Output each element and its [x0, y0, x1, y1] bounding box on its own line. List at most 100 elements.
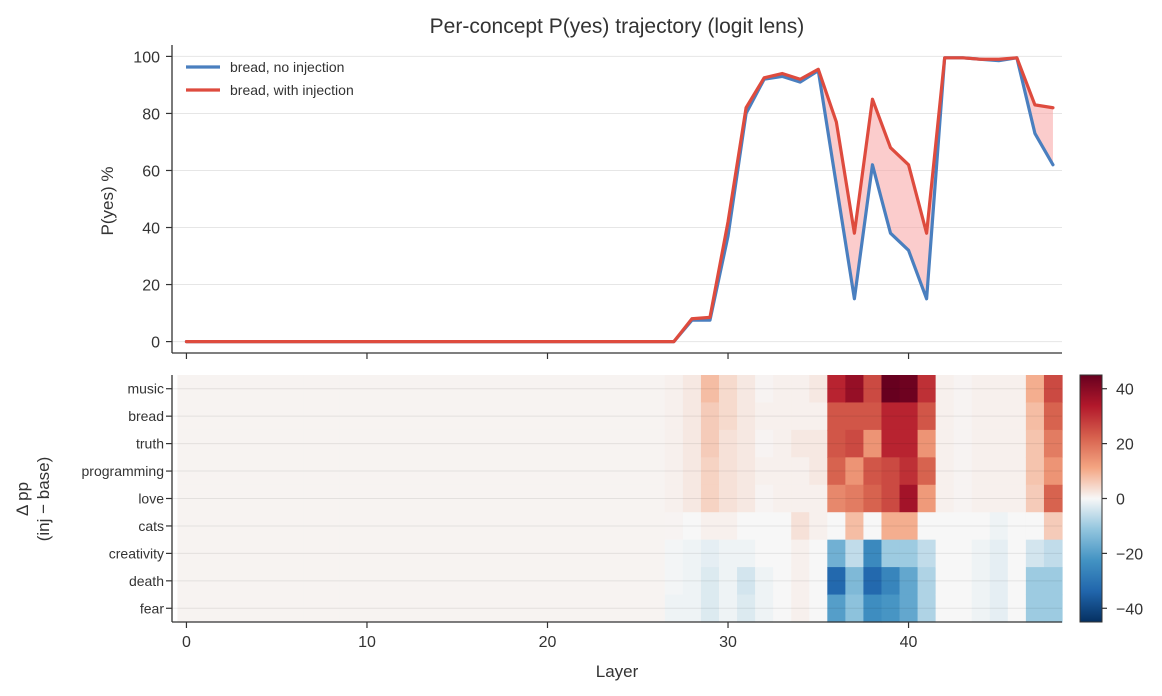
heatmap-x-tick-label: 40: [900, 634, 918, 651]
colorbar-tick-label: −40: [1116, 601, 1143, 618]
heatmap-cell: [520, 429, 540, 458]
heatmap-cell: [628, 429, 648, 458]
heatmap-cell: [556, 375, 576, 404]
colorbar: [1079, 374, 1103, 623]
heatmap-cell: [484, 484, 503, 513]
heatmap-cell: [177, 567, 197, 596]
heatmap-cell: [556, 484, 576, 513]
heatmap-cell: [845, 375, 865, 404]
heatmap-cell: [339, 567, 359, 596]
heatmap-cell: [592, 375, 612, 404]
heatmap-cell: [755, 594, 774, 623]
heatmap-cell: [249, 594, 269, 623]
heatmap-cell: [448, 457, 467, 486]
heatmap-cell: [935, 512, 955, 541]
heatmap-cell: [971, 457, 991, 486]
heatmap-cell: [610, 484, 630, 513]
heatmap-cell: [1043, 594, 1063, 623]
heatmap-cell: [755, 429, 774, 458]
heatmap-cell: [357, 484, 377, 513]
heatmap-cell: [394, 512, 413, 541]
heatmap-cell: [664, 429, 684, 458]
heatmap-cell: [664, 512, 684, 541]
heatmap-cell: [845, 457, 865, 486]
heatmap-cell: [177, 539, 197, 568]
heatmap-cell: [466, 512, 485, 541]
heatmap-cell: [628, 594, 648, 623]
heatmap-cell: [809, 484, 828, 513]
heatmap-cell: [719, 375, 738, 404]
heatmap-cell: [448, 484, 467, 513]
heatmap-cell: [935, 402, 955, 431]
heatmap-cell: [538, 512, 558, 541]
heatmap-cell: [971, 484, 991, 513]
heatmap-cell: [628, 375, 648, 404]
heatmap-cell: [538, 567, 558, 596]
heatmap-cell: [466, 594, 485, 623]
heatmap-cell: [502, 539, 522, 568]
heatmap-cell: [881, 512, 901, 541]
heatmap-cell: [1043, 484, 1063, 513]
heatmap-cell: [502, 429, 522, 458]
heatmap-cell: [357, 539, 377, 568]
heatmap-cell: [1025, 402, 1045, 431]
heatmap-cell: [989, 457, 1009, 486]
heatmap-cell: [177, 484, 197, 513]
heatmap-cell: [376, 539, 395, 568]
heatmap-cell: [719, 457, 738, 486]
heatmap-cell: [249, 512, 269, 541]
heatmap-cell: [1043, 402, 1063, 431]
heatmap-cell: [773, 429, 792, 458]
heatmap-cell: [592, 539, 612, 568]
heatmap-cell: [339, 512, 359, 541]
heatmap-cell: [899, 567, 919, 596]
heatmap-row-label: bread: [128, 408, 164, 424]
heatmap-y-axis-title-line1: Δ pp: [13, 482, 32, 516]
heatmap-cell: [719, 539, 738, 568]
heatmap-cell: [339, 457, 359, 486]
heatmap-row-label: love: [138, 491, 164, 507]
heatmap-cell: [755, 539, 774, 568]
heatmap-cell: [1007, 402, 1027, 431]
heatmap-cell: [376, 484, 395, 513]
top-gridlines: [172, 55, 1062, 343]
heatmap-cell: [502, 457, 522, 486]
heatmap-cell: [538, 402, 558, 431]
heatmap-row-label: music: [127, 381, 164, 397]
heatmap-cell: [1025, 539, 1045, 568]
heatmap-cell: [177, 512, 197, 541]
heatmap-cell: [321, 512, 341, 541]
heatmap-cell: [231, 429, 251, 458]
heatmap-cell: [737, 484, 756, 513]
heatmap-cell: [466, 375, 485, 404]
heatmap-cell: [719, 512, 738, 541]
heatmap-cell: [971, 429, 991, 458]
heatmap-cell: [448, 567, 467, 596]
heatmap-cell: [267, 457, 287, 486]
heatmap-cell: [700, 484, 720, 513]
heatmap-cell: [502, 375, 522, 404]
heatmap-cell: [520, 402, 540, 431]
top-y-tick-label: 0: [151, 335, 160, 352]
heatmap-cell: [538, 429, 558, 458]
heatmap-cell: [556, 512, 576, 541]
heatmap-cell: [899, 484, 919, 513]
heatmap-cell: [592, 484, 612, 513]
heatmap-cell: [538, 484, 558, 513]
heatmap-cell: [953, 484, 973, 513]
heatmap-cell: [700, 539, 720, 568]
heatmap-x-tick-label: 20: [539, 634, 557, 651]
heatmap-cell: [195, 375, 215, 404]
heatmap-cell: [249, 402, 269, 431]
heatmap-cell: [412, 484, 431, 513]
heatmap-cell: [267, 512, 287, 541]
heatmap-cell: [773, 594, 792, 623]
heatmap-cell: [899, 375, 919, 404]
heatmap-cell: [791, 402, 810, 431]
heatmap-cell: [574, 539, 594, 568]
heatmap-cell: [303, 567, 323, 596]
heatmap-cell: [574, 375, 594, 404]
heatmap-cell: [321, 567, 341, 596]
heatmap-cell: [394, 567, 413, 596]
heatmap-cell: [610, 375, 630, 404]
